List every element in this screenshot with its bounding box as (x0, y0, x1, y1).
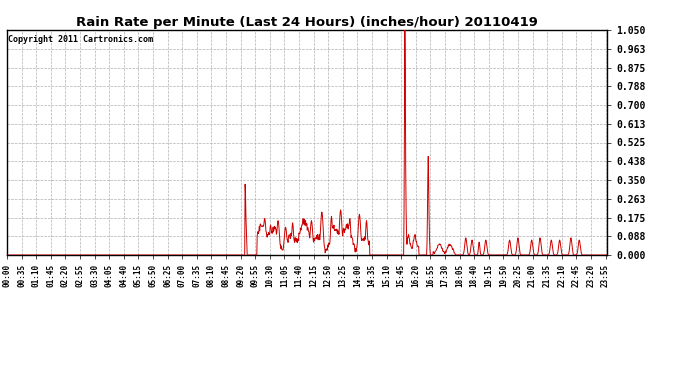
Text: Copyright 2011 Cartronics.com: Copyright 2011 Cartronics.com (8, 34, 153, 44)
Title: Rain Rate per Minute (Last 24 Hours) (inches/hour) 20110419: Rain Rate per Minute (Last 24 Hours) (in… (76, 16, 538, 29)
